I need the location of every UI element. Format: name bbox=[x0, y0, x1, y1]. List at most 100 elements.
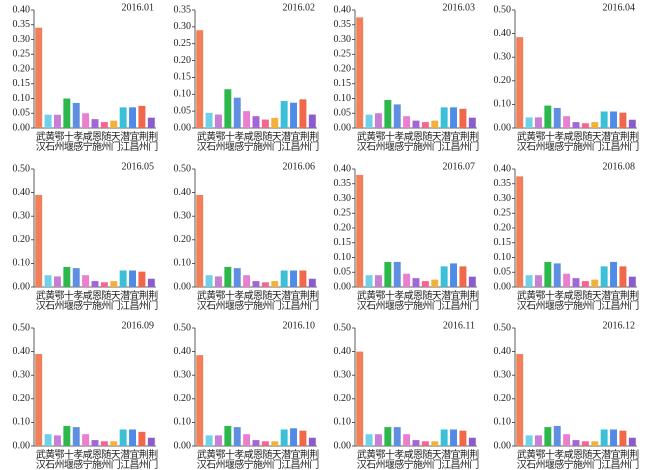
bar bbox=[525, 117, 533, 128]
y-tick-label: 0.20 bbox=[174, 234, 192, 245]
x-tick-label: 随州 bbox=[260, 130, 272, 151]
y-tick-label: 0.25 bbox=[334, 49, 352, 60]
x-tick-label: 荆门 bbox=[627, 289, 639, 311]
bar bbox=[261, 282, 269, 287]
x-tick-label: 恩施 bbox=[411, 449, 423, 470]
bar bbox=[440, 266, 448, 287]
x-tick-label: 鄂州 bbox=[533, 290, 545, 310]
x-tick-label: 天门 bbox=[429, 449, 441, 470]
y-tick-label: 0.00 bbox=[13, 122, 31, 133]
bar bbox=[516, 176, 524, 287]
y-tick-label: 0.35 bbox=[13, 19, 31, 30]
x-tick-label: 鄂州 bbox=[533, 449, 545, 469]
bar bbox=[365, 114, 373, 128]
bar bbox=[412, 278, 420, 287]
x-tick-label: 恩施 bbox=[251, 290, 263, 311]
bar bbox=[299, 430, 307, 446]
panel-title: 2016.05 bbox=[122, 161, 155, 172]
x-tick-label: 随州 bbox=[99, 448, 111, 469]
x-tick-label: 孝感 bbox=[392, 449, 404, 469]
y-tick-label: 0.35 bbox=[494, 178, 512, 189]
x-tick-label: 黄石 bbox=[524, 130, 536, 151]
x-tick-label: 咸宁 bbox=[561, 290, 573, 310]
bar bbox=[138, 271, 146, 287]
bar bbox=[252, 116, 260, 128]
bar bbox=[196, 355, 204, 446]
bar bbox=[534, 117, 542, 128]
bar bbox=[431, 120, 439, 128]
y-tick-label: 0.15 bbox=[13, 78, 31, 89]
bar bbox=[44, 275, 52, 287]
x-tick-label: 黄石 bbox=[524, 289, 536, 310]
x-tick-label: 黄石 bbox=[43, 130, 55, 151]
x-tick-label: 黄石 bbox=[364, 448, 376, 469]
y-tick-label: 0.00 bbox=[494, 281, 512, 292]
x-tick-label: 恩施 bbox=[411, 131, 423, 152]
bar bbox=[374, 434, 382, 446]
bar bbox=[224, 266, 232, 287]
x-tick-label: 黄石 bbox=[204, 448, 216, 469]
x-tick-label: 潜江 bbox=[118, 130, 130, 151]
x-tick-label: 宜昌 bbox=[127, 130, 139, 152]
bar bbox=[459, 108, 467, 128]
y-tick-label: 0.10 bbox=[13, 258, 31, 269]
x-tick-label: 孝感 bbox=[232, 449, 244, 469]
y-tick-label: 0.00 bbox=[174, 440, 192, 451]
bar bbox=[129, 270, 137, 287]
bar bbox=[299, 99, 307, 128]
bar bbox=[468, 437, 476, 446]
x-tick-label: 潜江 bbox=[599, 448, 611, 469]
x-tick-label: 咸宁 bbox=[561, 449, 573, 469]
x-tick-label: 恩施 bbox=[90, 131, 102, 152]
x-tick-label: 潜江 bbox=[439, 448, 451, 469]
bar bbox=[403, 116, 411, 128]
bar bbox=[252, 440, 260, 446]
bar bbox=[553, 107, 561, 128]
y-tick-label: 0.20 bbox=[334, 63, 352, 74]
x-tick-label: 潜江 bbox=[599, 289, 611, 310]
y-tick-label: 0.40 bbox=[494, 28, 512, 39]
bar bbox=[82, 113, 90, 128]
bar bbox=[100, 282, 108, 287]
bar bbox=[53, 114, 61, 128]
x-tick-label: 随州 bbox=[580, 130, 592, 151]
bar bbox=[516, 37, 524, 128]
x-tick-label: 随州 bbox=[420, 448, 432, 469]
y-tick-label: 0.20 bbox=[494, 222, 512, 233]
bar bbox=[468, 117, 476, 128]
y-tick-label: 0.30 bbox=[334, 193, 352, 204]
y-tick-label: 0.50 bbox=[13, 322, 31, 333]
x-tick-label: 恩施 bbox=[90, 449, 102, 470]
y-tick-label: 0.10 bbox=[334, 252, 352, 263]
bar bbox=[581, 441, 589, 446]
x-tick-label: 天门 bbox=[589, 131, 601, 152]
bar bbox=[374, 275, 382, 287]
y-tick-label: 0.30 bbox=[174, 369, 192, 380]
bar bbox=[100, 441, 108, 446]
bar bbox=[233, 427, 241, 446]
x-tick-label: 武汉 bbox=[354, 289, 366, 311]
bar bbox=[252, 281, 260, 287]
y-tick-label: 0.10 bbox=[174, 258, 192, 269]
x-tick-label: 黄石 bbox=[43, 448, 55, 469]
y-tick-label: 0.15 bbox=[174, 72, 192, 83]
x-tick-label: 黄石 bbox=[43, 289, 55, 310]
bar bbox=[147, 437, 155, 446]
bar bbox=[35, 353, 43, 446]
bar bbox=[44, 114, 52, 128]
panel-title: 2016.08 bbox=[603, 161, 636, 172]
x-tick-label: 十堰 bbox=[382, 289, 394, 310]
bar bbox=[63, 266, 71, 287]
panel-title: 2016.12 bbox=[603, 320, 636, 331]
bar bbox=[91, 440, 99, 446]
y-tick-label: 0.00 bbox=[174, 281, 192, 292]
x-tick-label: 荆门 bbox=[307, 130, 319, 152]
bar bbox=[563, 434, 571, 446]
x-tick-label: 恩施 bbox=[251, 449, 263, 470]
bar bbox=[63, 425, 71, 446]
bar bbox=[553, 263, 561, 287]
y-tick-label: 0.40 bbox=[13, 346, 31, 357]
x-tick-label: 咸宁 bbox=[80, 131, 92, 151]
x-tick-label: 随州 bbox=[580, 448, 592, 469]
x-tick-label: 天门 bbox=[429, 131, 441, 152]
